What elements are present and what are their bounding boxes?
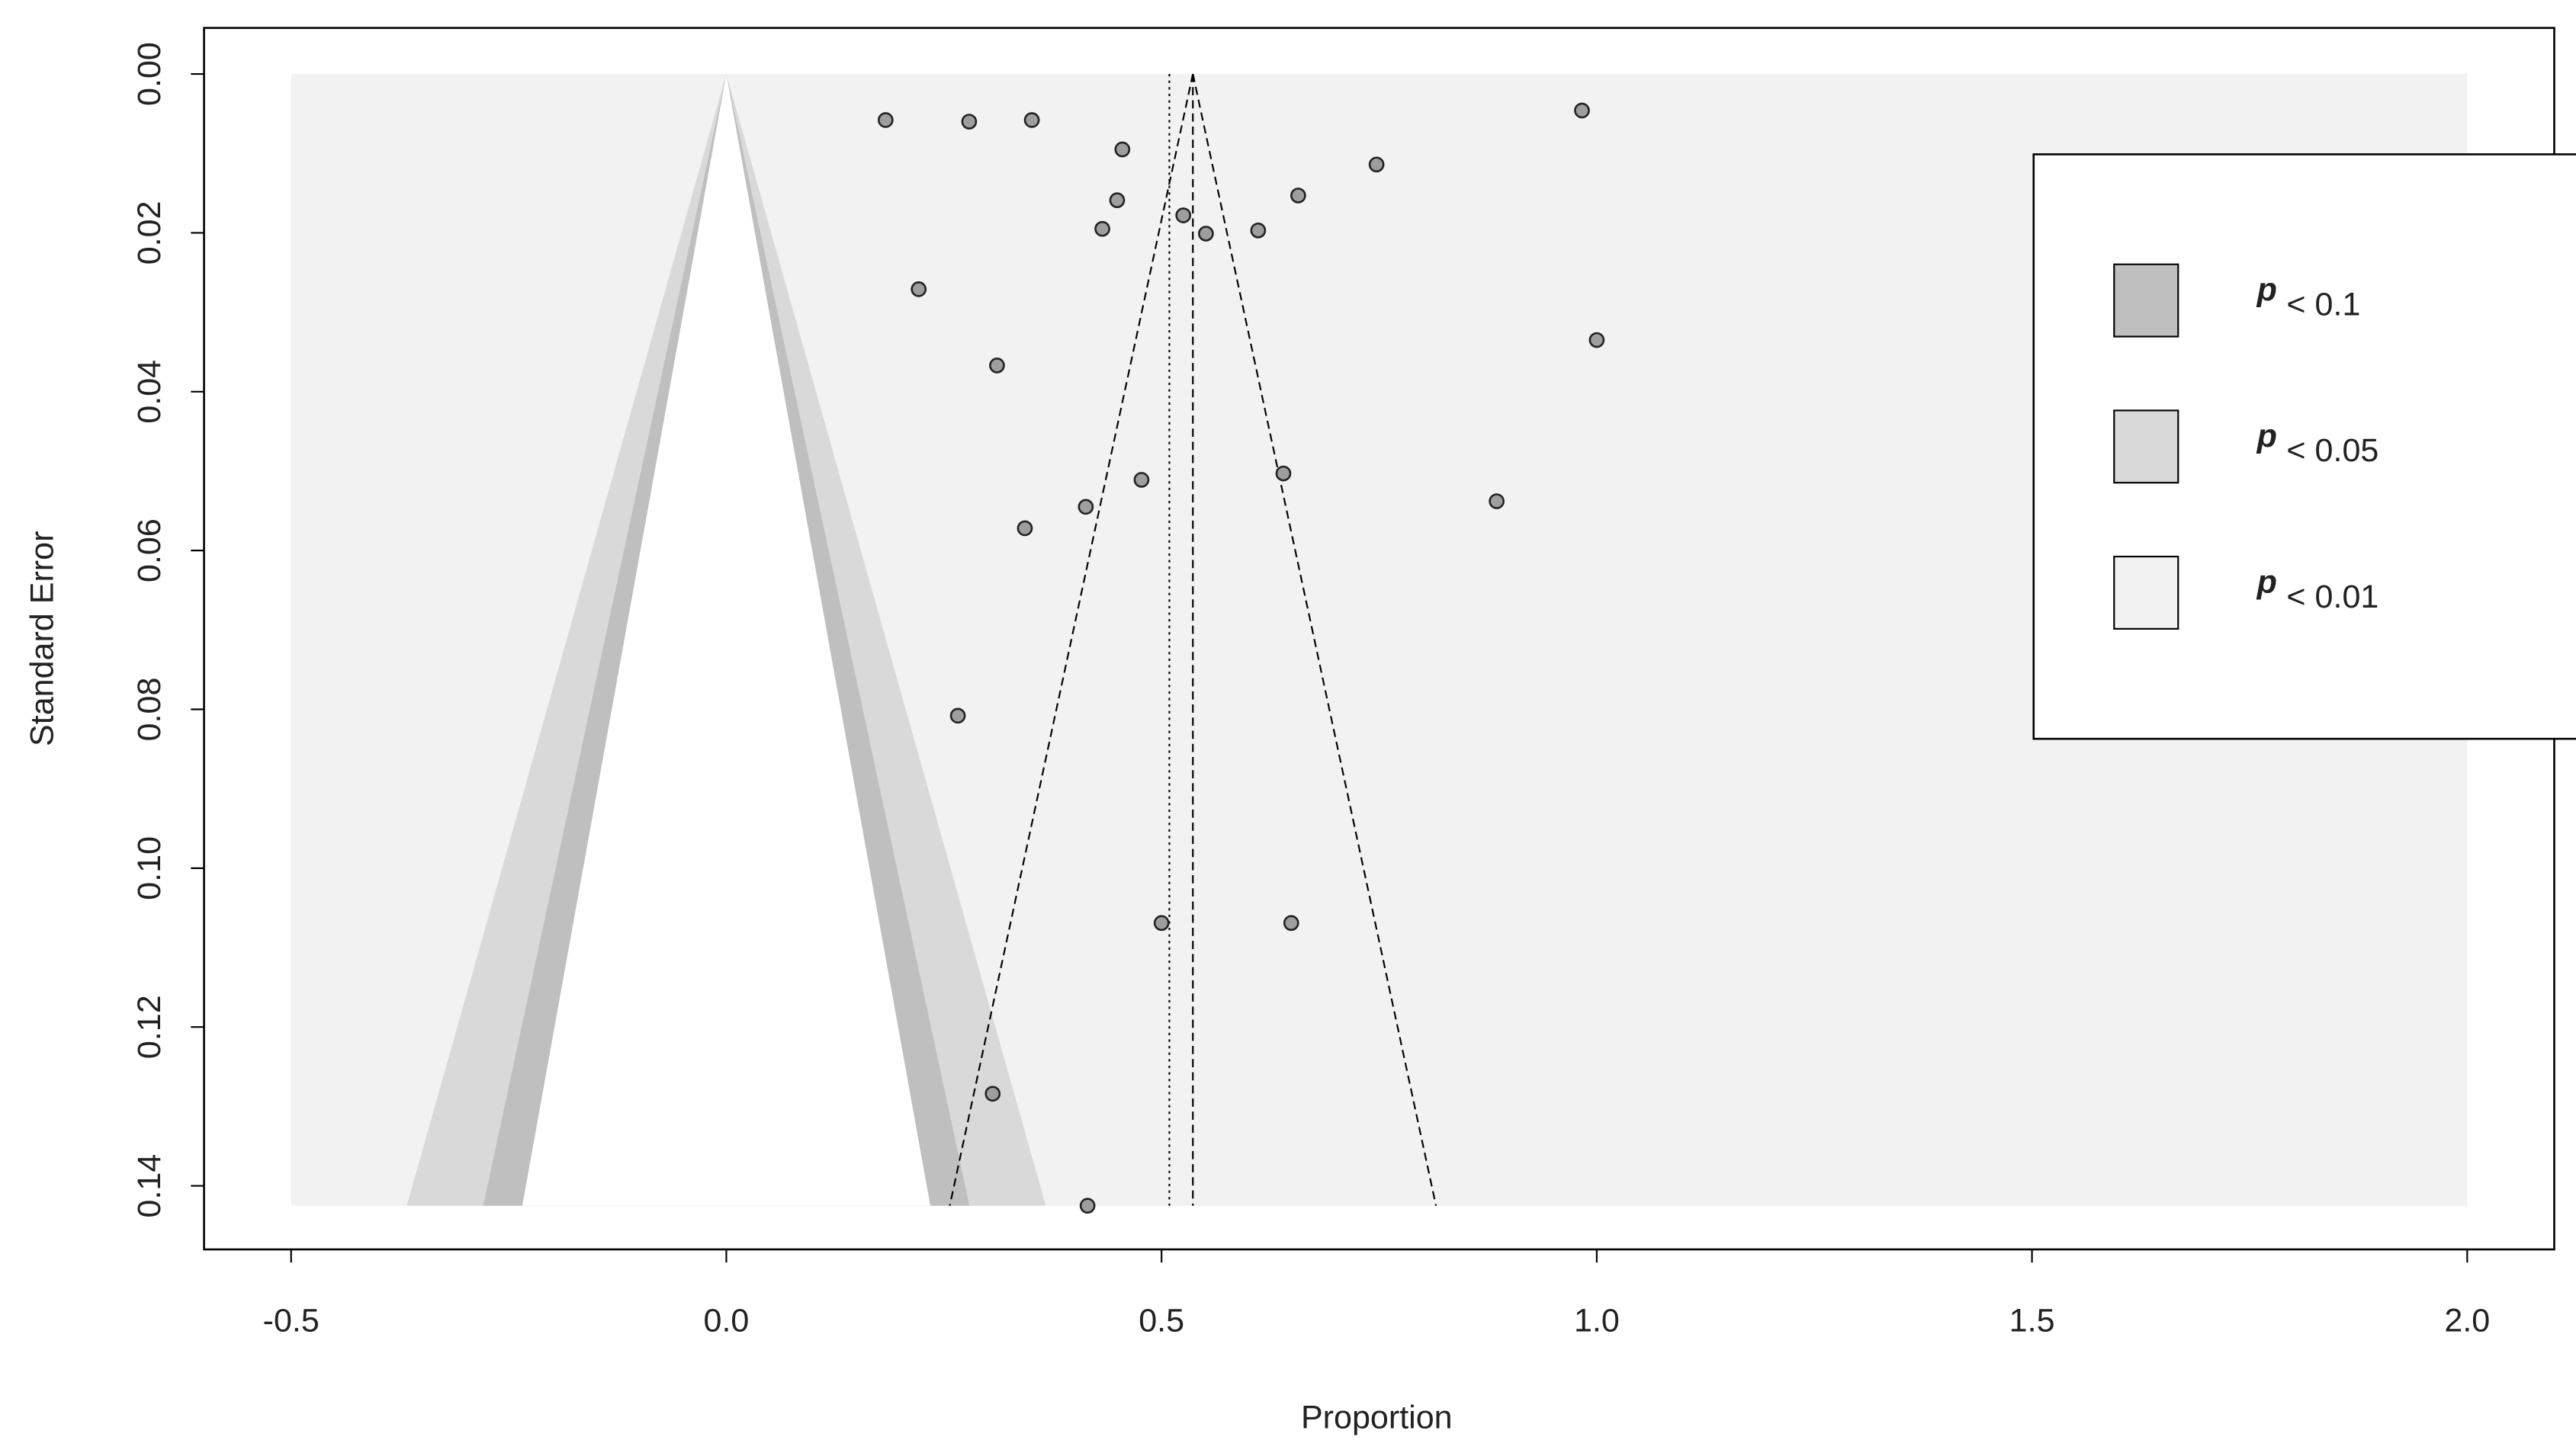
study-point [1078,499,1094,515]
x-tick-label: 2.0 [2444,1303,2490,1339]
study-point [1133,472,1150,488]
study-point [1198,226,1214,242]
study-point [1175,207,1192,223]
study-point [911,281,927,297]
funnel-line [1192,73,1437,1206]
legend-symbol: p [2256,563,2277,600]
y-tick-label: 0.04 [131,360,168,424]
contour-band [522,74,930,1206]
study-point [984,1086,1001,1102]
legend-swatch [2113,556,2179,630]
funnel-line [949,73,1194,1206]
y-tick-label: 0.08 [131,678,168,742]
study-point [1094,220,1110,237]
legend-label: < 0.01 [2286,579,2378,615]
x-tick-label: 1.5 [2009,1303,2055,1339]
legend-symbol: p [2256,418,2277,454]
x-axis-label: Proportion [1301,1400,1453,1436]
study-point [1588,332,1605,348]
study-point [877,112,894,128]
legend-label: < 0.1 [2286,287,2360,323]
y-tick-label: 0.12 [131,995,168,1059]
legend-swatch [2113,409,2179,484]
study-point [1114,141,1131,158]
x-tick-label: 0.0 [704,1303,750,1339]
x-tick-label: 0.5 [1139,1303,1184,1339]
study-point [1079,1198,1096,1214]
study-point [1290,188,1306,204]
y-tick-label: 0.00 [131,42,168,106]
study-point [961,114,978,130]
study-point [1017,520,1033,537]
y-tick-label: 0.14 [131,1154,168,1218]
study-point [989,358,1005,374]
study-point [1153,915,1170,932]
study-point [1109,192,1126,209]
y-tick-label: 0.10 [131,836,168,900]
study-point [1283,915,1299,932]
study-point [1574,102,1590,119]
x-tick-label: 1.0 [1574,1303,1620,1339]
legend-label: < 0.05 [2286,432,2378,469]
study-point [1250,222,1267,239]
y-tick-label: 0.06 [131,518,168,582]
y-tick-label: 0.02 [131,200,168,265]
legend-swatch [2113,263,2179,338]
x-tick-label: -0.5 [263,1303,320,1339]
y-axis-label: Standard Error [24,531,60,746]
study-point [1489,493,1505,509]
study-point [1023,112,1040,128]
study-point [1275,465,1292,482]
study-point [1368,156,1385,173]
legend-symbol: p [2256,271,2277,308]
study-point [949,707,966,724]
